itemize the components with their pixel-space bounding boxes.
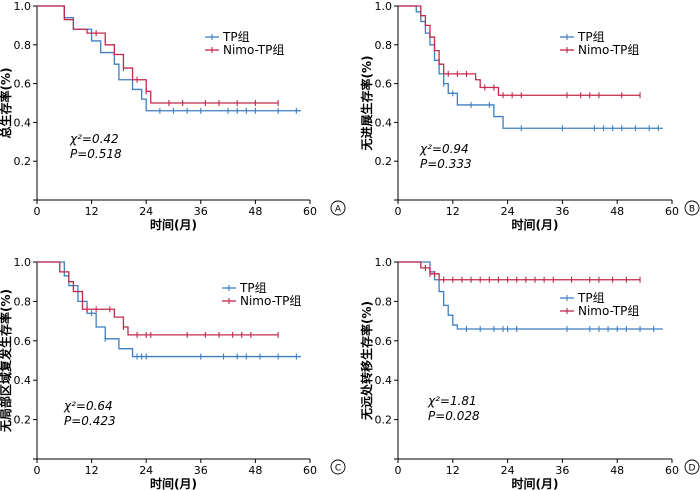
km-curve-tp — [398, 261, 663, 330]
x-tick-label: 36 — [194, 464, 208, 477]
y-tick-label: 1.0 — [14, 0, 32, 13]
km-panel-A: 0 12 24 36 48 60 0.2 0.4 0.6 0.8 1.0 时间(月) 总生存率(%) TP… — [0, 0, 346, 232]
panel-label: B — [689, 205, 695, 215]
x-axis-label: 时间(月) — [512, 476, 559, 490]
x-tick-label: 60 — [665, 464, 679, 477]
x-tick-label: 0 — [395, 464, 402, 477]
legend-label: TP组 — [239, 281, 267, 295]
y-tick-label: 0.6 — [375, 78, 393, 91]
x-tick-label: 48 — [610, 205, 624, 218]
y-tick-label: 0.8 — [375, 295, 393, 308]
km-panel-B: 0 12 24 36 48 60 0.2 0.4 0.6 0.8 1.0 时间(月) 无进展生存率(%)… — [359, 0, 700, 232]
p-value-stat: P=0.028 — [428, 409, 480, 423]
x-tick-label: 48 — [248, 205, 262, 218]
x-tick-label: 0 — [34, 464, 41, 477]
y-tick-label: 0.4 — [14, 116, 32, 129]
x-tick-label: 24 — [139, 464, 153, 477]
x-tick-label: 48 — [248, 464, 262, 477]
x-tick-label: 60 — [303, 205, 317, 218]
x-tick-label: 60 — [665, 205, 679, 218]
y-tick-label: 0.2 — [14, 414, 32, 427]
y-tick-label: 1.0 — [375, 256, 393, 269]
y-tick-label: 1.0 — [375, 0, 393, 13]
chi-square-stat: χ²=0.64 — [63, 399, 113, 413]
panel-label-circle — [330, 459, 346, 475]
y-tick-label: 0.8 — [375, 39, 393, 52]
y-tick-label: 0.4 — [375, 374, 393, 387]
x-axis-label: 时间(月) — [150, 217, 197, 232]
y-tick-label: 0.4 — [375, 116, 393, 129]
km-panel-C: 0 12 24 36 48 60 0.2 0.4 0.6 0.8 1.0 时间(月) 无局部区域复发生存… — [0, 256, 346, 490]
x-tick-label: 12 — [85, 205, 99, 218]
legend-label: TP组 — [222, 30, 250, 44]
km-curve-tp — [398, 5, 663, 129]
y-axis-label: 总生存率(%) — [0, 68, 13, 139]
km-curve-tp — [37, 5, 301, 112]
y-tick-label: 0.8 — [14, 39, 32, 52]
km-panel-D: 0 12 24 36 48 60 0.2 0.4 0.6 0.8 1.0 时间(月) 无远处转移生存率(… — [359, 256, 700, 490]
y-tick-label: 0.2 — [375, 414, 393, 427]
panel-label: C — [335, 464, 341, 474]
legend-label: Nimo-TP组 — [578, 304, 639, 318]
x-tick-label: 24 — [501, 464, 515, 477]
panel-label-circle — [330, 200, 346, 216]
y-tick-label: 0.2 — [375, 155, 393, 168]
chi-square-stat: χ²=0.42 — [69, 132, 119, 146]
y-tick-label: 0.6 — [14, 335, 32, 348]
x-tick-label: 12 — [446, 205, 460, 218]
legend-label: TP组 — [577, 30, 605, 44]
x-axis-label: 时间(月) — [150, 476, 197, 490]
x-tick-label: 0 — [395, 205, 402, 218]
legend-label: Nimo-TP组 — [223, 43, 284, 57]
panel-label-circle — [684, 200, 700, 216]
km-curve-nimo-tp — [37, 261, 279, 336]
x-tick-label: 36 — [555, 464, 569, 477]
legend-label: Nimo-TP组 — [240, 294, 301, 308]
y-tick-label: 0.8 — [14, 295, 32, 308]
x-tick-label: 36 — [194, 205, 208, 218]
x-tick-label: 48 — [610, 464, 624, 477]
x-axis-label: 时间(月) — [512, 217, 559, 232]
legend-label: TP组 — [577, 291, 605, 305]
y-tick-label: 0.4 — [14, 374, 32, 387]
x-tick-label: 36 — [555, 205, 569, 218]
x-tick-label: 24 — [501, 205, 515, 218]
panel-label: A — [335, 205, 342, 215]
y-axis-label: 无局部区域复发生存率(%) — [0, 289, 13, 433]
chi-square-stat: χ²=0.94 — [419, 142, 469, 156]
legend-label: Nimo-TP组 — [578, 43, 639, 57]
panel-label-circle — [684, 459, 700, 475]
y-tick-label: 1.0 — [14, 256, 32, 269]
km-curve-tp — [37, 261, 301, 358]
x-tick-label: 12 — [85, 464, 99, 477]
y-tick-label: 0.2 — [14, 155, 32, 168]
chi-square-stat: χ²=1.81 — [427, 394, 477, 408]
km-curve-nimo-tp — [398, 5, 641, 96]
y-tick-label: 0.6 — [14, 78, 32, 91]
p-value-stat: P=0.518 — [70, 147, 122, 161]
y-tick-label: 0.6 — [375, 335, 393, 348]
x-tick-label: 0 — [34, 205, 41, 218]
p-value-stat: P=0.333 — [420, 157, 472, 171]
x-tick-label: 60 — [303, 464, 317, 477]
p-value-stat: P=0.423 — [64, 414, 116, 428]
y-axis-label: 无进展生存率(%) — [359, 56, 374, 152]
x-tick-label: 24 — [139, 205, 153, 218]
x-tick-label: 12 — [446, 464, 460, 477]
y-axis-label: 无远处转移生存率(%) — [359, 301, 374, 421]
panel-label: D — [689, 464, 696, 474]
